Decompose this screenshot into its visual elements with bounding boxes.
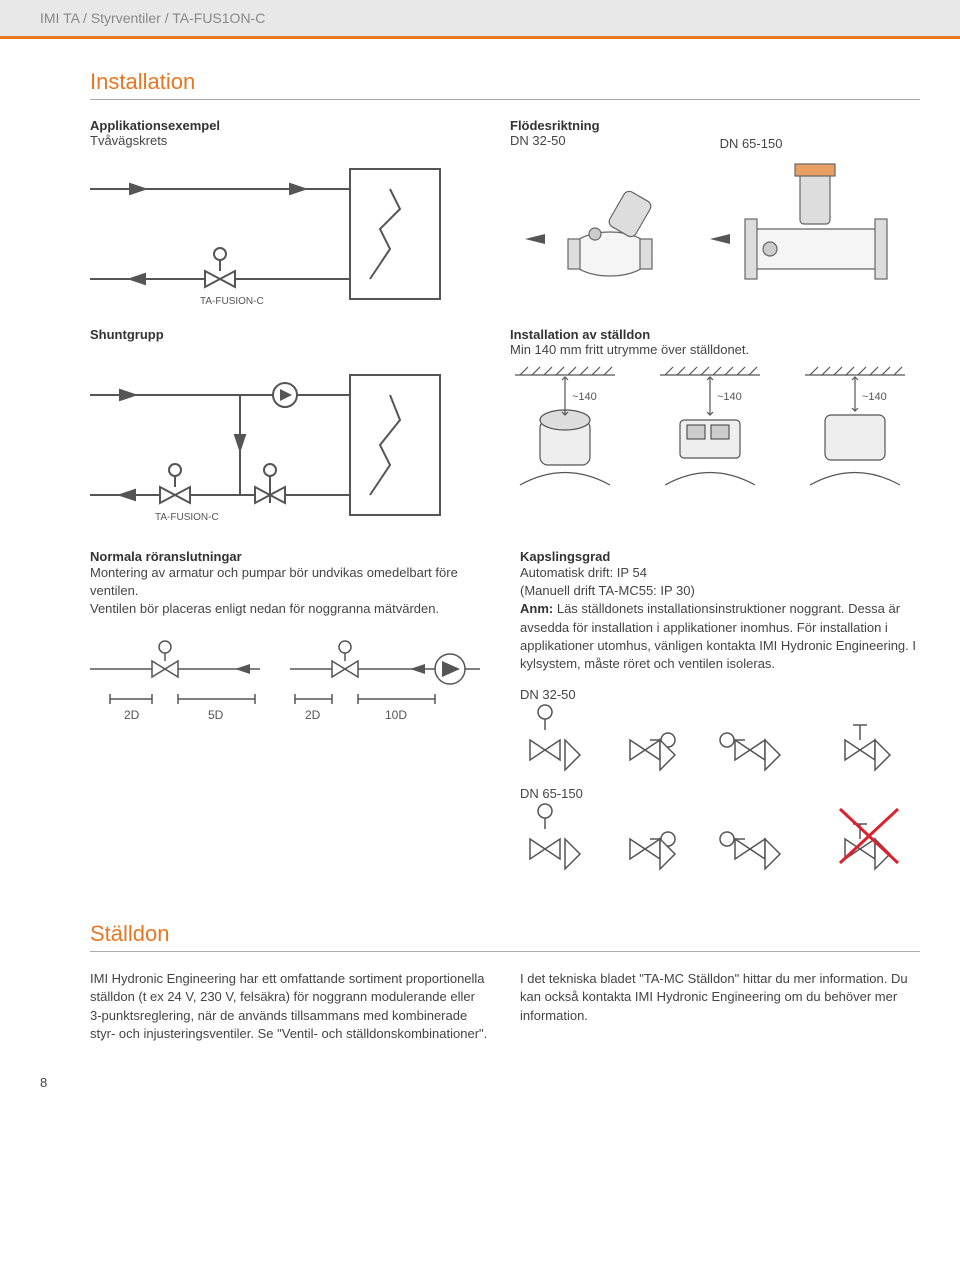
kapslings-body: Anm: Läs ställdonets installationsinstru… [520, 600, 920, 673]
anm-label: Anm: [520, 601, 553, 616]
page-content: Installation Applikationsexempel Tvåvägs… [0, 39, 960, 1063]
kapslings-label: Kapslingsgrad [520, 549, 920, 564]
normala-label: Normala röranslutningar [90, 549, 490, 564]
tvavags-schematic: TA-FUSION-C [90, 159, 450, 309]
installation-heading: Installation [90, 69, 920, 100]
dim-5d: 5D [208, 708, 224, 722]
applikations-label: Applikationsexempel [90, 118, 510, 133]
dim-2d-2: 2D [305, 708, 321, 722]
install-stalldon-label: Installation av ställdon [510, 327, 749, 342]
clearance-1: ~140 [572, 391, 597, 403]
tvavags-label: Tvåvägskrets [90, 133, 510, 148]
stalldon-right-text: I det tekniska bladet "TA-MC Ställdon" h… [520, 970, 920, 1043]
fusion-label-2: TA-FUSION-C [155, 512, 219, 523]
breadcrumb: IMI TA / Styrventiler / TA-FUS1ON-C [0, 0, 960, 39]
flodes-label: Flödesriktning [510, 118, 600, 133]
dn65-label: DN 65-150 [720, 136, 783, 151]
install-stalldon-text: Min 140 mm fritt utrymme över ställdonet… [510, 342, 749, 357]
dn65-symbols-label: DN 65-150 [520, 786, 920, 801]
kapslings-l1: Automatisk drift: IP 54 [520, 564, 920, 582]
dn32-symbols [520, 702, 920, 772]
actuator-clearance-diagram: ~140 ~1 [500, 365, 920, 515]
dn32-symbols-label: DN 32-50 [520, 687, 920, 702]
stalldon-heading: Ställdon [90, 921, 920, 952]
clearance-3: ~140 [862, 391, 887, 403]
page-number: 8 [0, 1063, 960, 1102]
shunt-label: Shuntgrupp [90, 327, 510, 342]
dim-10d: 10D [385, 708, 407, 722]
fusion-label-1: TA-FUSION-C [200, 296, 264, 307]
kapslings-l2: (Manuell drift TA-MC55: IP 30) [520, 582, 920, 600]
dn32-label: DN 32-50 [510, 133, 600, 148]
dn65-symbols [520, 801, 920, 871]
shunt-schematic: TA-FUSION-C [90, 365, 450, 525]
kapslings-body-text: Läs ställdonets installationsinstruktion… [520, 601, 916, 671]
clearance-2: ~140 [717, 391, 742, 403]
pipe-dimension-diagram: 2D 5D 2D 10D [90, 629, 480, 739]
dim-2d-1: 2D [124, 708, 140, 722]
normala-text: Montering av armatur och pumpar bör undv… [90, 564, 490, 619]
stalldon-left-text: IMI Hydronic Engineering har ett omfatta… [90, 970, 490, 1043]
valve-illustrations-top [520, 159, 920, 309]
